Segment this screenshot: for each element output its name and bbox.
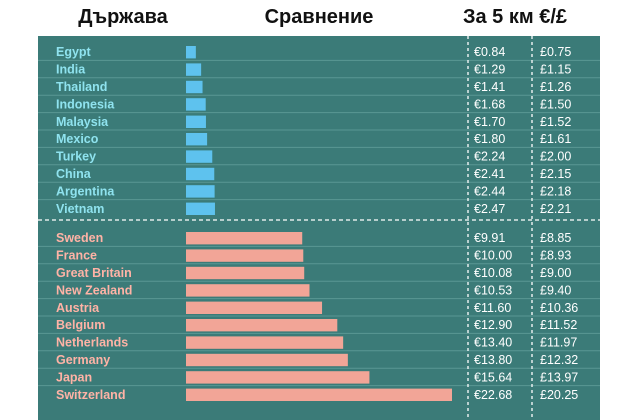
- gbp-value: £9.00: [540, 266, 571, 280]
- eur-value: €13.40: [474, 336, 512, 350]
- country-label: Mexico: [56, 132, 99, 146]
- comparison-header: Сравнение: [254, 2, 384, 32]
- country-header: Държава: [58, 2, 188, 32]
- bar-india: [186, 63, 202, 76]
- eur-value: €1.41: [474, 80, 505, 94]
- bar-japan: [186, 371, 370, 384]
- gbp-value: £1.50: [540, 97, 571, 111]
- gbp-value: £0.75: [540, 45, 571, 59]
- eur-value: €22.68: [474, 388, 512, 402]
- gbp-value: £1.52: [540, 115, 571, 129]
- country-label: Switzerland: [56, 388, 125, 402]
- country-label: Thailand: [56, 80, 107, 94]
- gbp-value: £8.85: [540, 231, 571, 245]
- header-bar: Държава Сравнение За 5 км €/£: [0, 0, 630, 36]
- gbp-value: £8.93: [540, 249, 571, 263]
- country-label: China: [56, 167, 92, 181]
- eur-value: €2.47: [474, 202, 505, 216]
- bar-malaysia: [186, 115, 206, 128]
- bar-austria: [186, 301, 323, 314]
- gbp-value: £20.25: [540, 388, 578, 402]
- country-label: Belgium: [56, 318, 105, 332]
- bar-new-zealand: [186, 284, 310, 297]
- bar-turkey: [186, 150, 213, 163]
- country-label: France: [56, 249, 97, 263]
- gbp-value: £2.15: [540, 167, 571, 181]
- eur-value: €11.60: [474, 301, 511, 315]
- bar-argentina: [186, 185, 215, 198]
- bar-china: [186, 167, 215, 181]
- gbp-value: £1.61: [540, 132, 571, 146]
- eur-value: €1.29: [474, 63, 505, 77]
- eur-value: €2.24: [474, 150, 505, 164]
- eur-value: €1.68: [474, 97, 505, 111]
- eur-value: €2.41: [474, 167, 505, 181]
- bar-sweden: [186, 232, 303, 245]
- bar-switzerland: [186, 388, 452, 401]
- gbp-value: £11.97: [540, 336, 577, 350]
- country-label: Germany: [56, 353, 110, 367]
- gbp-value: £2.18: [540, 184, 571, 198]
- bar-vietnam: [186, 202, 215, 215]
- eur-value: €10.00: [474, 249, 512, 263]
- country-label: Sweden: [56, 231, 103, 245]
- eur-value: €1.70: [474, 115, 505, 129]
- eur-value: €9.91: [474, 231, 505, 245]
- eur-value: €0.84: [474, 45, 505, 59]
- eur-value: €10.08: [474, 266, 512, 280]
- bar-indonesia: [186, 98, 206, 111]
- bar-netherlands: [186, 336, 344, 349]
- gbp-value: £11.52: [540, 318, 577, 332]
- gbp-value: £1.15: [540, 63, 571, 77]
- eur-value: €10.53: [474, 283, 512, 297]
- per-5km-header: За 5 км €/£: [440, 2, 590, 32]
- bar-france: [186, 249, 304, 262]
- gbp-value: £9.40: [540, 283, 571, 297]
- country-label: Malaysia: [56, 115, 109, 129]
- bar-mexico: [186, 133, 208, 146]
- bar-thailand: [186, 80, 203, 94]
- country-label: Turkey: [56, 150, 96, 164]
- bar-belgium: [186, 319, 338, 332]
- gbp-value: £12.32: [540, 353, 578, 367]
- gbp-value: £13.97: [540, 370, 578, 384]
- gbp-value: £2.00: [540, 150, 571, 164]
- country-label: Indonesia: [56, 97, 115, 111]
- eur-value: €15.64: [474, 370, 512, 384]
- country-label: New Zealand: [56, 283, 132, 297]
- eur-value: €2.44: [474, 184, 505, 198]
- country-label: India: [56, 63, 86, 77]
- eur-value: €1.80: [474, 132, 505, 146]
- bar-egypt: [186, 46, 196, 59]
- country-label: Austria: [56, 301, 100, 315]
- eur-value: €12.90: [474, 318, 512, 332]
- eur-value: €13.80: [474, 353, 512, 367]
- country-label: Argentina: [56, 184, 115, 198]
- country-label: Great Britain: [56, 266, 132, 280]
- gbp-value: £10.36: [540, 301, 578, 315]
- country-label: Egypt: [56, 45, 92, 59]
- country-label: Netherlands: [56, 336, 128, 350]
- bar-great-britain: [186, 266, 305, 280]
- country-label: Vietnam: [56, 202, 104, 216]
- country-label: Japan: [56, 370, 92, 384]
- gbp-value: £2.21: [540, 202, 571, 216]
- bar-germany: [186, 353, 348, 367]
- gbp-value: £1.26: [540, 80, 571, 94]
